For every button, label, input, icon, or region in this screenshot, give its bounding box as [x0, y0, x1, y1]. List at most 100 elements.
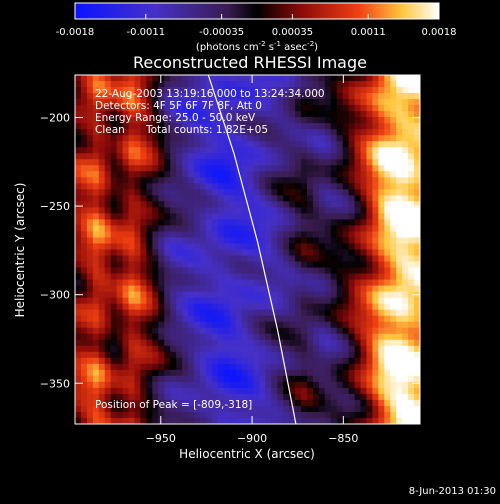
heatmap-cell	[92, 225, 100, 233]
heatmap-cell	[408, 285, 415, 293]
heatmap-cell	[372, 267, 379, 275]
heatmap-cell	[146, 231, 153, 239]
heatmap-cell	[348, 117, 356, 124]
heatmap-cell	[354, 237, 362, 245]
heatmap-cell	[283, 315, 290, 323]
heatmap-cell	[86, 381, 94, 389]
heatmap-cell	[241, 303, 249, 311]
heatmap-cell	[152, 177, 159, 184]
heatmap-cell	[336, 345, 344, 353]
heatmap-cell	[80, 369, 88, 377]
heatmap-cell	[122, 267, 130, 275]
heatmap-cell	[396, 249, 403, 257]
heatmap-cell	[372, 237, 379, 245]
heatmap-cell	[217, 147, 225, 154]
heatmap-cell	[336, 417, 344, 424]
heatmap-cell	[98, 105, 106, 112]
heatmap-cell	[170, 363, 177, 371]
heatmap-cell	[283, 87, 290, 94]
heatmap-cell	[247, 111, 255, 118]
heatmap-cell	[152, 351, 159, 359]
heatmap-cell	[283, 75, 290, 82]
heatmap-cell	[188, 273, 195, 281]
heatmap-cell	[265, 309, 272, 317]
heatmap-cell	[176, 357, 183, 365]
heatmap-cell	[330, 225, 338, 233]
heatmap-cell	[295, 117, 302, 124]
heatmap-cell	[336, 225, 344, 233]
heatmap-cell	[199, 135, 207, 142]
heatmap-cell	[235, 303, 243, 311]
heatmap-cell	[223, 339, 231, 347]
heatmap-cell	[390, 183, 397, 190]
heatmap-cell	[235, 291, 243, 299]
heatmap-cell	[193, 279, 201, 287]
heatmap-cell	[259, 351, 266, 359]
heatmap-cell	[360, 189, 368, 196]
heatmap-cell	[330, 249, 338, 257]
heatmap-cell	[122, 99, 130, 106]
heatmap-cell	[176, 381, 183, 389]
heatmap-cell	[170, 195, 177, 202]
heatmap-cell	[199, 399, 207, 407]
heatmap-cell	[378, 345, 385, 353]
heatmap-cell	[211, 87, 219, 94]
heatmap-cell	[176, 99, 183, 106]
heatmap-cell	[408, 207, 415, 214]
heatmap-cell	[354, 123, 362, 130]
heatmap-cell	[295, 411, 302, 419]
heatmap-cell	[86, 363, 94, 371]
heatmap-cell	[80, 405, 88, 413]
heatmap-cell	[140, 321, 147, 329]
heatmap-cell	[164, 327, 171, 335]
heatmap-cell	[188, 111, 195, 118]
heatmap-cell	[164, 195, 171, 202]
heatmap-cell	[378, 213, 385, 221]
heatmap-cell	[378, 153, 385, 160]
heatmap-cell	[188, 189, 195, 196]
heatmap-cell	[342, 243, 350, 251]
heatmap-cell	[312, 183, 320, 190]
heatmap-cell	[182, 357, 189, 365]
heatmap-cell	[318, 261, 326, 269]
heatmap-cell	[229, 81, 237, 88]
heatmap-cell	[128, 87, 136, 94]
heatmap-cell	[354, 225, 362, 233]
heatmap-cell	[158, 363, 165, 371]
heatmap-cell	[193, 327, 201, 335]
heatmap-cell	[134, 207, 142, 214]
heatmap-cell	[390, 177, 397, 184]
heatmap-cell	[241, 129, 249, 136]
heatmap-cell	[86, 405, 94, 413]
heatmap-cell	[259, 237, 266, 245]
heatmap-cell	[86, 279, 94, 287]
heatmap-cell	[306, 291, 314, 299]
heatmap-cell	[348, 417, 356, 424]
heatmap-cell	[116, 171, 124, 178]
heatmap-cell	[295, 195, 302, 202]
heatmap-cell	[98, 93, 106, 100]
heatmap-cell	[312, 339, 320, 347]
heatmap-cell	[223, 195, 231, 202]
heatmap-cell	[247, 87, 255, 94]
heatmap-cell	[378, 99, 385, 106]
heatmap-cell	[384, 417, 391, 424]
heatmap-cell	[354, 171, 362, 178]
heatmap-cell	[306, 321, 314, 329]
heatmap-cell	[402, 387, 409, 395]
heatmap-cell	[360, 111, 368, 118]
heatmap-cell	[271, 261, 278, 269]
heatmap-cell	[193, 207, 201, 214]
heatmap-cell	[384, 405, 391, 413]
heatmap-cell	[253, 255, 260, 263]
heatmap-cell	[75, 261, 82, 269]
heatmap-cell	[342, 363, 350, 371]
heatmap-cell	[348, 141, 356, 148]
heatmap-cell	[354, 345, 362, 353]
heatmap-cell	[217, 183, 225, 190]
heatmap-cell	[402, 399, 409, 407]
heatmap-cell	[199, 405, 207, 413]
heatmap-cell	[75, 417, 82, 424]
heatmap-cell	[324, 237, 332, 245]
heatmap-cell	[342, 81, 350, 88]
